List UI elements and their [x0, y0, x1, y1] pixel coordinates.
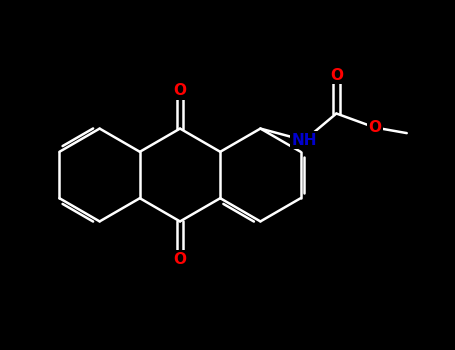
Text: O: O: [173, 252, 187, 267]
Text: O: O: [368, 120, 381, 135]
Text: NH: NH: [292, 133, 317, 148]
Text: O: O: [173, 83, 187, 98]
Text: O: O: [330, 68, 343, 83]
